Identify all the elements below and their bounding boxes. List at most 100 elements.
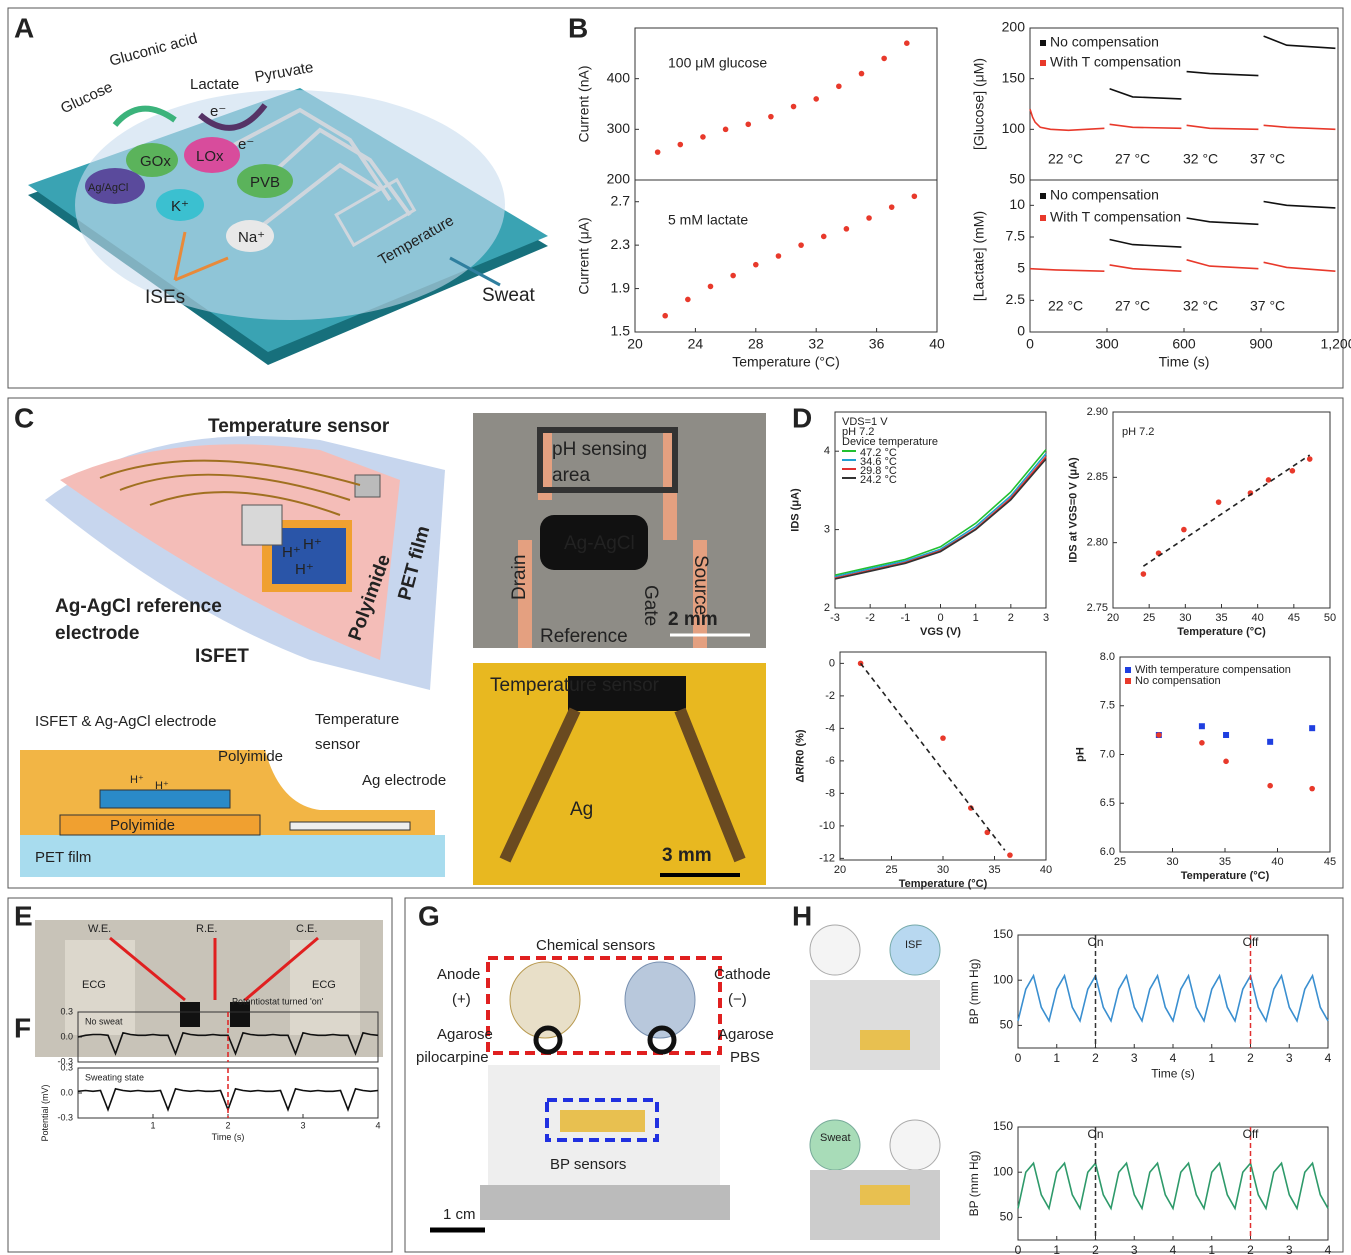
marker-label: On <box>1087 935 1103 949</box>
diagram-label: Ag <box>570 799 593 820</box>
point <box>1215 499 1222 505</box>
x-tick-label: 20 <box>834 864 846 876</box>
marker-label: On <box>1087 1127 1103 1141</box>
x-tick-label: 3 <box>1131 1243 1138 1255</box>
diagram-label: Temperature sensor <box>490 675 660 696</box>
plot-frame <box>1017 1126 1329 1241</box>
point <box>1007 852 1013 858</box>
y-tick-label: 0 <box>1017 323 1025 339</box>
y-tick-label: 2.90 <box>1087 406 1108 418</box>
y-axis-label: [Glucose] (μM) <box>970 58 986 150</box>
plot-frame <box>839 651 1047 861</box>
diagram-label: Sweat <box>820 1132 851 1144</box>
diagram-label: Chemical sensors <box>536 937 655 954</box>
annotation: pH 7.2 <box>842 426 874 438</box>
y-tick-label: 0.0 <box>60 1087 73 1097</box>
panel-label: E <box>14 900 33 931</box>
legend-label: 29.8 °C <box>860 465 897 477</box>
panel-c-illustration <box>20 436 445 877</box>
y-tick-label: 2.85 <box>1087 471 1108 483</box>
point <box>745 121 752 128</box>
diagram-label: 2 mm <box>668 609 718 630</box>
diagram-label: PET film <box>35 849 91 866</box>
legend-label: No compensation <box>1050 34 1159 50</box>
x-tick-label: 600 <box>1172 335 1196 351</box>
diagram-label: W.E. <box>88 923 111 935</box>
x-tick-label: 45 <box>1288 612 1300 624</box>
series-line <box>1142 454 1311 567</box>
diagram-label: Polyimide <box>110 817 175 834</box>
legend-swatch <box>842 450 856 452</box>
x-tick-label: 4 <box>375 1120 380 1130</box>
panel-a-illustration <box>28 88 548 365</box>
diagram-label: ISF <box>905 939 922 951</box>
diagram-label: ISFET & Ag-AgCl electrode <box>35 713 216 730</box>
x-axis-label: Temperature (°C) <box>1181 870 1270 882</box>
diagram-label: Pyruvate <box>253 59 314 86</box>
x-tick-label: 40 <box>929 335 945 351</box>
diagram-label: H⁺ <box>282 544 301 561</box>
point <box>730 272 736 279</box>
y-axis-label: BP (mm Hg) <box>967 1151 981 1217</box>
point <box>820 233 827 240</box>
y-tick-label: -8 <box>825 787 835 799</box>
annotation: 32 °C <box>1183 151 1218 167</box>
y-tick-label: 5 <box>1017 259 1025 275</box>
y-tick-label: 0.3 <box>60 1062 73 1072</box>
series-line <box>834 458 1047 580</box>
x-tick-label: 25 <box>1114 856 1126 868</box>
photos <box>35 413 766 1057</box>
legend-swatch <box>1125 667 1131 673</box>
y-tick-label: 6.5 <box>1100 797 1115 809</box>
diagram-label: Cathode <box>714 966 771 983</box>
x-tick-label: 300 <box>1095 335 1119 351</box>
x-tick-label: 40 <box>1271 856 1283 868</box>
x-tick-label: 1,200 <box>1320 335 1351 351</box>
x-tick-label: 2 <box>1247 1051 1254 1065</box>
y-tick-label: -2 <box>825 690 835 702</box>
diagram-label: Sweat <box>482 285 536 306</box>
x-tick-label: 3 <box>1131 1051 1138 1065</box>
point <box>968 805 974 811</box>
y-tick-label: 150 <box>1002 69 1026 85</box>
y-tick-label: 8.0 <box>1100 651 1115 663</box>
legend-swatch <box>1125 678 1131 684</box>
y-axis-label: ΔR/R0 (%) <box>794 729 806 782</box>
y-tick-label: 2.7 <box>611 192 631 208</box>
y-tick-label: -12 <box>819 852 835 864</box>
point <box>722 126 729 133</box>
diagram-label: H⁺ <box>130 774 144 786</box>
x-tick-label: 2 <box>1092 1051 1099 1065</box>
panel-label: D <box>792 402 812 433</box>
y-tick-label: 150 <box>993 927 1013 941</box>
point <box>654 149 661 155</box>
point <box>798 242 804 248</box>
y-tick-label: -6 <box>825 755 835 767</box>
x-axis-label: Temperature (°C) <box>1177 626 1266 638</box>
diagram-label: Drain <box>509 555 530 600</box>
legend-swatch <box>842 459 856 461</box>
x-tick-label: 3 <box>300 1120 305 1130</box>
y-tick-label: 100 <box>1002 120 1026 136</box>
y-tick-label: -0.3 <box>57 1112 73 1122</box>
point <box>1140 571 1147 577</box>
point <box>707 283 714 290</box>
annotation: 27 °C <box>1115 151 1150 167</box>
y-tick-label: 1.9 <box>611 279 631 295</box>
x-tick-label: 4 <box>1325 1243 1332 1255</box>
x-axis-label: VGS (V) <box>920 626 961 638</box>
annotation: 37 °C <box>1250 298 1285 314</box>
diagram-label: area <box>552 465 590 486</box>
annotation: Sweating state <box>85 1072 144 1082</box>
x-tick-label: 2 <box>1247 1243 1254 1255</box>
x-axis-label: Time (s) <box>212 1132 245 1142</box>
annotation: 100 μM glucose <box>668 55 767 71</box>
legend-label: With temperature compensation <box>1135 664 1291 676</box>
annotation: No sweat <box>85 1016 123 1026</box>
point <box>768 113 774 120</box>
plot-frame <box>634 27 938 181</box>
x-tick-label: 1 <box>150 1120 155 1130</box>
diagram-label: (+) <box>452 991 471 1008</box>
point <box>1223 732 1230 738</box>
